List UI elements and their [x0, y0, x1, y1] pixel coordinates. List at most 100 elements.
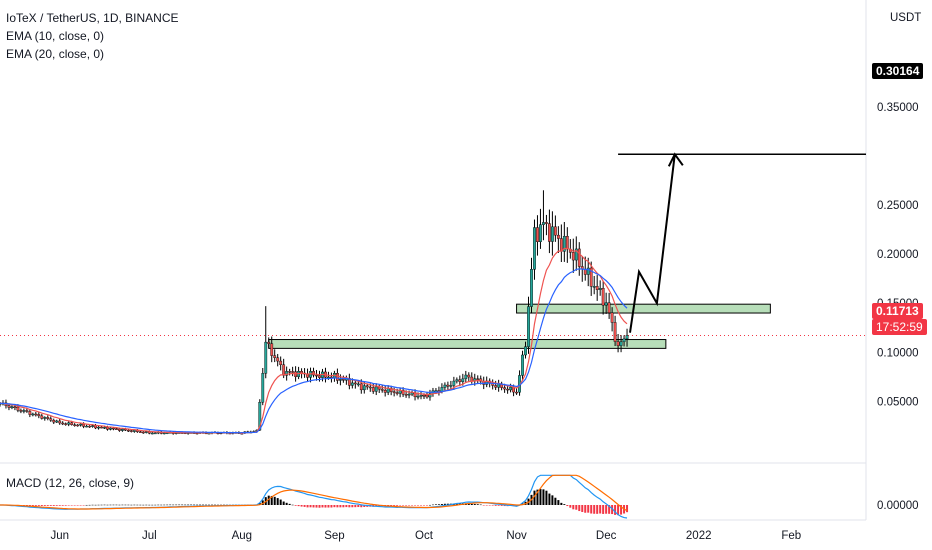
macd-histogram-bar — [100, 504, 103, 506]
macd-histogram-bar — [31, 505, 34, 506]
macd-histogram-bar — [190, 504, 193, 506]
macd-histogram-bar — [596, 505, 599, 514]
candle-body — [150, 432, 154, 435]
macd-histogram-bar — [270, 495, 273, 505]
candle-body — [153, 432, 157, 435]
macd-histogram-bar — [584, 505, 587, 513]
time-axis-label: Oct — [415, 530, 434, 542]
candle-body — [548, 223, 551, 242]
macd-histogram-bar — [590, 505, 593, 514]
candle-body — [530, 269, 533, 307]
macd-histogram-bar — [614, 505, 617, 515]
candle-body — [365, 385, 369, 388]
macd-histogram-bar — [136, 504, 139, 506]
candle-body — [574, 248, 578, 261]
candle-body — [285, 371, 289, 376]
macd-histogram-bar — [333, 505, 336, 508]
macd-histogram-bar — [443, 503, 446, 505]
macd-histogram-bar — [157, 504, 160, 506]
candle-body — [58, 420, 62, 424]
candle-body — [338, 379, 342, 381]
countdown-tag: 17:52:59 — [872, 319, 927, 335]
candle-body — [138, 431, 142, 433]
candle-body — [503, 387, 507, 390]
macd-histogram-bar — [130, 504, 133, 506]
candle-body — [100, 426, 103, 429]
time-axis-label: Aug — [232, 530, 252, 542]
macd-histogram-bar — [64, 505, 67, 506]
macd-histogram-bar — [300, 505, 303, 507]
candle-body — [106, 427, 109, 430]
candle-body — [88, 425, 91, 428]
candle-body — [616, 341, 620, 346]
candle-body — [31, 413, 35, 416]
macd-histogram-bar — [434, 504, 437, 505]
macd-histogram-bar — [187, 504, 190, 506]
macd-histogram-bar — [473, 504, 476, 505]
macd-histogram-bar — [145, 504, 148, 506]
macd-histogram-bar — [160, 504, 163, 506]
candle-body — [94, 425, 97, 429]
candle-body — [327, 376, 330, 379]
macd-histogram-bar — [563, 504, 566, 505]
candle-body — [577, 248, 581, 267]
symbol-title: IoTeX / TetherUS, 1D, BINANCE — [6, 11, 179, 25]
macd-histogram-bar — [554, 497, 557, 505]
price-tick-label: 0.20000 — [877, 249, 919, 261]
price-unit-label: USDT — [890, 12, 921, 24]
candle-body — [545, 222, 548, 224]
macd-histogram-bar — [479, 504, 482, 506]
macd-histogram-bar — [58, 505, 61, 506]
candle-body — [592, 286, 596, 288]
macd-histogram-bar — [548, 493, 551, 505]
candle-body — [422, 394, 426, 397]
macd-histogram-bar — [336, 505, 339, 508]
macd-histogram-bar — [602, 505, 605, 514]
macd-histogram-bar — [121, 504, 124, 506]
macd-histogram-bar — [608, 505, 611, 514]
candle-body — [82, 423, 86, 427]
candle-body — [28, 411, 32, 415]
candle-body — [279, 360, 283, 365]
support-resistance-zone[interactable] — [516, 303, 771, 314]
candle-body — [85, 425, 88, 428]
macd-histogram-bar — [25, 505, 28, 506]
candle-body — [37, 414, 41, 417]
candle-body — [586, 267, 590, 275]
macd-histogram-bar — [267, 495, 270, 505]
macd-histogram-bar — [285, 502, 288, 505]
macd-histogram-bar — [175, 504, 178, 506]
candle-body — [49, 418, 53, 421]
macd-histogram-bar — [151, 504, 154, 506]
macd-histogram-bar — [351, 505, 354, 508]
candle-body — [455, 379, 459, 382]
macd-histogram-bar — [67, 505, 70, 506]
macd-tick-label: 0.00000 — [877, 500, 919, 512]
candle-body — [392, 391, 396, 393]
time-axis-label: Jul — [142, 530, 157, 542]
candle-body — [425, 395, 429, 398]
macd-histogram-bar — [139, 504, 142, 506]
macd-histogram-bar — [390, 505, 393, 506]
macd-histogram-bar — [440, 504, 443, 505]
candle-body — [506, 388, 510, 391]
macd-histogram-bar — [533, 490, 536, 505]
candle-body — [562, 236, 566, 252]
macd-histogram-bar — [605, 505, 608, 514]
candle-body — [300, 371, 303, 374]
candle-body — [362, 385, 366, 391]
candle-body — [428, 393, 432, 398]
macd-histogram-bar — [446, 503, 449, 505]
macd-histogram-bar — [94, 504, 97, 506]
macd-legend: MACD (12, 26, close, 9) — [6, 476, 135, 490]
candle-body — [368, 386, 372, 389]
candle-body — [601, 288, 605, 306]
support-resistance-zone[interactable] — [268, 339, 667, 349]
candle-body — [19, 410, 23, 412]
macd-histogram-bar — [88, 504, 91, 506]
projection-path[interactable] — [629, 154, 676, 333]
macd-histogram-bar — [288, 503, 291, 505]
macd-histogram-bar — [491, 505, 494, 506]
macd-histogram-bar — [414, 505, 417, 506]
